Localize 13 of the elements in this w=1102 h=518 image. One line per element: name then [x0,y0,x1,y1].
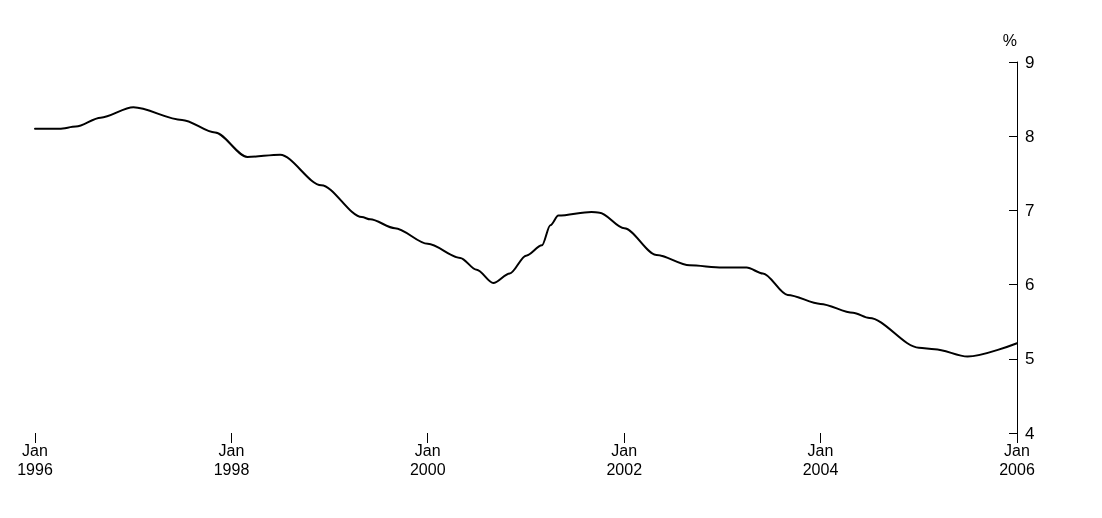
y-tick-label: 6 [1025,275,1035,295]
y-tick-label: 7 [1025,200,1035,220]
x-tick-label: Jan 1996 [17,442,53,478]
y-tick-label: 9 [1025,52,1035,72]
y-axis-title: % [1002,31,1017,49]
y-tick-label: 5 [1025,349,1035,369]
x-tick-label: Jan 2006 [999,442,1035,478]
y-tick-label: 8 [1025,126,1035,146]
x-tick-label: Jan 2002 [606,442,643,478]
x-tick-label: Jan 2000 [409,442,446,478]
x-tick-label: Jan 2004 [802,442,839,478]
y-tick-label: 4 [1025,423,1035,443]
x-tick-label: Jan 1998 [213,442,250,478]
